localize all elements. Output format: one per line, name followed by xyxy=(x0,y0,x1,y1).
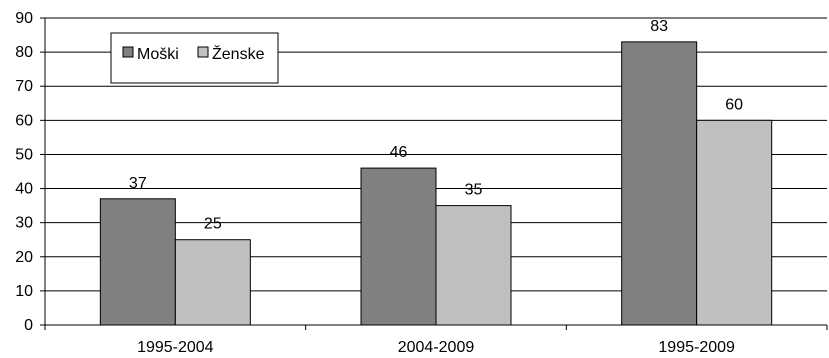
y-tick-label-40: 40 xyxy=(15,181,33,198)
data-label-moski-2004-2009: 46 xyxy=(390,144,408,161)
data-label-moski-1995-2004: 37 xyxy=(129,175,147,192)
bar-zenske-2004-2009 xyxy=(435,205,512,326)
legend-label-zenske: Ženske xyxy=(212,44,265,63)
data-labels: 37 25 46 35 83 60 xyxy=(129,18,743,233)
legend-label-moski: Moški xyxy=(137,46,179,63)
data-label-zenske-1995-2004: 25 xyxy=(204,216,222,233)
legend-swatch-zenske xyxy=(197,46,209,58)
y-tick-label-20: 20 xyxy=(15,249,33,266)
data-label-zenske-2004-2009: 35 xyxy=(465,182,483,199)
bars xyxy=(99,41,773,326)
bar-zenske-1995-2009 xyxy=(696,119,773,326)
legend-box xyxy=(110,32,279,84)
x-category-label-1995-2009: 1995-2009 xyxy=(658,339,735,356)
x-category-label-2004-2009: 2004-2009 xyxy=(398,339,475,356)
bar-zenske-1995-2004 xyxy=(174,239,251,326)
y-tick-label-0: 0 xyxy=(24,317,33,334)
bar-moski-1995-2004 xyxy=(99,198,176,326)
y-tick-label-50: 50 xyxy=(15,146,33,163)
y-tick-label-30: 30 xyxy=(15,215,33,232)
legend-swatch-moski xyxy=(122,46,134,58)
bar-moski-1995-2009 xyxy=(621,41,698,326)
bar-moski-2004-2009 xyxy=(360,167,437,326)
data-label-zenske-1995-2009: 60 xyxy=(725,96,743,113)
y-tick-label-90: 90 xyxy=(15,10,33,27)
legend: Moški Ženske xyxy=(110,32,279,84)
axes: 0 10 20 30 40 50 60 70 80 90 1995-2004 2004-2009 199… xyxy=(15,10,828,356)
y-tick-label-80: 80 xyxy=(15,44,33,61)
y-tick-label-10: 10 xyxy=(15,283,33,300)
y-tick-label-70: 70 xyxy=(15,78,33,95)
data-label-moski-1995-2009: 83 xyxy=(650,18,668,35)
x-category-label-1995-2004: 1995-2004 xyxy=(137,339,214,356)
y-tick-label-60: 60 xyxy=(15,112,33,129)
